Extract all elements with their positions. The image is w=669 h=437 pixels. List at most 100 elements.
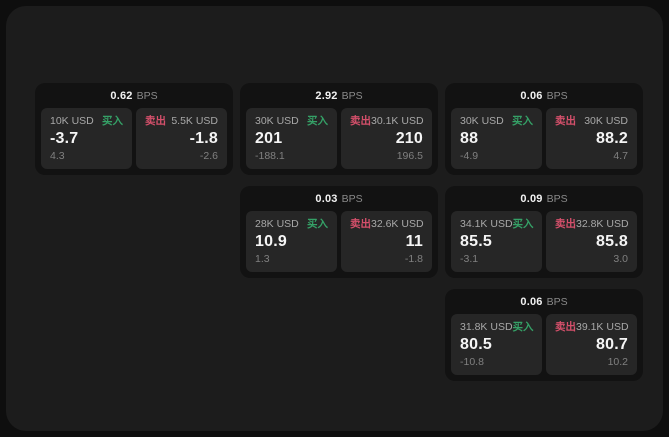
buy-amount: 30K USD bbox=[255, 115, 299, 127]
quote-card: 0.06 BPS 30K USD 买入 88 -4.9 卖出 30K USD 8… bbox=[445, 83, 643, 175]
buy-tile[interactable]: 34.1K USD 买入 85.5 -3.1 bbox=[451, 211, 542, 272]
bps-unit-label: BPS bbox=[546, 296, 568, 308]
sell-side-label: 卖出 bbox=[145, 115, 166, 127]
buy-tile-top: 28K USD 买入 bbox=[255, 218, 328, 230]
buy-amount: 10K USD bbox=[50, 115, 94, 127]
bps-value: 0.62 bbox=[110, 90, 133, 102]
sell-side-label: 卖出 bbox=[555, 321, 576, 333]
quote-card: 0.62 BPS 10K USD 买入 -3.7 4.3 卖出 5.5K USD… bbox=[35, 83, 233, 175]
sell-tile-top: 卖出 39.1K USD bbox=[555, 321, 629, 333]
sell-amount: 5.5K USD bbox=[171, 115, 218, 127]
quote-card: 0.09 BPS 34.1K USD 买入 85.5 -3.1 卖出 32.8K… bbox=[445, 186, 643, 278]
card-header: 0.03 BPS bbox=[246, 190, 432, 211]
sell-change: -1.8 bbox=[404, 253, 423, 266]
cards-grid: 0.62 BPS 10K USD 买入 -3.7 4.3 卖出 5.5K USD… bbox=[35, 83, 643, 381]
buy-tile[interactable]: 31.8K USD 买入 80.5 -10.8 bbox=[451, 314, 542, 375]
buy-change: -188.1 bbox=[255, 150, 285, 163]
sell-tile-top: 卖出 30K USD bbox=[555, 115, 628, 127]
buy-price: 80.5 bbox=[460, 336, 492, 354]
sell-tile-top: 卖出 32.8K USD bbox=[555, 218, 629, 230]
buy-change: 1.3 bbox=[255, 253, 270, 266]
buy-tile-top: 10K USD 买入 bbox=[50, 115, 123, 127]
sell-change: -2.6 bbox=[199, 150, 218, 163]
bps-unit-label: BPS bbox=[341, 193, 363, 205]
sell-price: 88.2 bbox=[596, 130, 628, 148]
sell-side-label: 卖出 bbox=[350, 115, 371, 127]
buy-amount: 31.8K USD bbox=[460, 321, 513, 333]
buy-side-label: 买入 bbox=[512, 218, 534, 230]
sell-tile[interactable]: 卖出 30K USD 88.2 4.7 bbox=[546, 108, 637, 169]
buy-price: 88 bbox=[460, 130, 479, 148]
buy-tile[interactable]: 28K USD 买入 10.9 1.3 bbox=[246, 211, 337, 272]
buy-change: -3.1 bbox=[460, 253, 479, 266]
buy-sell-tiles: 10K USD 买入 -3.7 4.3 卖出 5.5K USD -1.8 -2.… bbox=[41, 108, 227, 169]
sell-price: 210 bbox=[395, 130, 423, 148]
sell-change: 10.2 bbox=[607, 356, 628, 369]
sell-amount: 32.8K USD bbox=[576, 218, 629, 230]
card-header: 0.06 BPS bbox=[451, 293, 637, 314]
buy-amount: 30K USD bbox=[460, 115, 504, 127]
buy-side-label: 买入 bbox=[307, 115, 328, 127]
sell-change: 4.7 bbox=[613, 150, 628, 163]
bps-value: 0.09 bbox=[520, 193, 543, 205]
sell-side-label: 卖出 bbox=[555, 218, 576, 230]
main-panel: 0.62 BPS 10K USD 买入 -3.7 4.3 卖出 5.5K USD… bbox=[6, 6, 663, 431]
buy-amount: 28K USD bbox=[255, 218, 299, 230]
sell-tile-top: 卖出 32.6K USD bbox=[350, 218, 424, 230]
quote-card: 0.06 BPS 31.8K USD 买入 80.5 -10.8 卖出 39.1… bbox=[445, 289, 643, 381]
buy-price: -3.7 bbox=[50, 130, 79, 148]
bps-value: 2.92 bbox=[315, 90, 338, 102]
buy-price: 85.5 bbox=[460, 233, 492, 251]
sell-tile-top: 卖出 30.1K USD bbox=[350, 115, 424, 127]
buy-price: 10.9 bbox=[255, 233, 287, 251]
bps-value: 0.06 bbox=[520, 296, 543, 308]
sell-amount: 30.1K USD bbox=[371, 115, 424, 127]
sell-side-label: 卖出 bbox=[555, 115, 576, 127]
sell-price: 11 bbox=[405, 233, 423, 251]
quote-card: 2.92 BPS 30K USD 买入 201 -188.1 卖出 30.1K … bbox=[240, 83, 438, 175]
bps-value: 0.03 bbox=[315, 193, 338, 205]
sell-price: 85.8 bbox=[596, 233, 628, 251]
card-header: 2.92 BPS bbox=[246, 87, 432, 108]
sell-change: 196.5 bbox=[396, 150, 423, 163]
bps-unit-label: BPS bbox=[546, 193, 568, 205]
bps-unit-label: BPS bbox=[341, 90, 363, 102]
buy-change: -10.8 bbox=[460, 356, 484, 369]
buy-side-label: 买入 bbox=[512, 115, 533, 127]
sell-side-label: 卖出 bbox=[350, 218, 371, 230]
sell-tile[interactable]: 卖出 39.1K USD 80.7 10.2 bbox=[546, 314, 637, 375]
sell-tile[interactable]: 卖出 32.6K USD 11 -1.8 bbox=[341, 211, 432, 272]
sell-amount: 32.6K USD bbox=[371, 218, 424, 230]
buy-tile-top: 30K USD 买入 bbox=[460, 115, 533, 127]
buy-price: 201 bbox=[255, 130, 283, 148]
buy-side-label: 买入 bbox=[102, 115, 123, 127]
buy-tile[interactable]: 30K USD 买入 88 -4.9 bbox=[451, 108, 542, 169]
sell-amount: 39.1K USD bbox=[576, 321, 629, 333]
card-header: 0.62 BPS bbox=[41, 87, 227, 108]
buy-tile-top: 31.8K USD 买入 bbox=[460, 321, 534, 333]
sell-tile[interactable]: 卖出 5.5K USD -1.8 -2.6 bbox=[136, 108, 227, 169]
buy-side-label: 买入 bbox=[512, 321, 534, 333]
buy-change: 4.3 bbox=[50, 150, 65, 163]
bps-unit-label: BPS bbox=[136, 90, 158, 102]
buy-tile[interactable]: 10K USD 买入 -3.7 4.3 bbox=[41, 108, 132, 169]
buy-sell-tiles: 34.1K USD 买入 85.5 -3.1 卖出 32.8K USD 85.8… bbox=[451, 211, 637, 272]
sell-tile-top: 卖出 5.5K USD bbox=[145, 115, 218, 127]
buy-sell-tiles: 28K USD 买入 10.9 1.3 卖出 32.6K USD 11 -1.8 bbox=[246, 211, 432, 272]
card-header: 0.06 BPS bbox=[451, 87, 637, 108]
card-header: 0.09 BPS bbox=[451, 190, 637, 211]
buy-tile[interactable]: 30K USD 买入 201 -188.1 bbox=[246, 108, 337, 169]
buy-tile-top: 30K USD 买入 bbox=[255, 115, 328, 127]
buy-side-label: 买入 bbox=[307, 218, 328, 230]
sell-change: 3.0 bbox=[613, 253, 628, 266]
buy-sell-tiles: 30K USD 买入 201 -188.1 卖出 30.1K USD 210 1… bbox=[246, 108, 432, 169]
sell-price: -1.8 bbox=[189, 130, 218, 148]
sell-tile[interactable]: 卖出 30.1K USD 210 196.5 bbox=[341, 108, 432, 169]
bps-value: 0.06 bbox=[520, 90, 543, 102]
buy-sell-tiles: 31.8K USD 买入 80.5 -10.8 卖出 39.1K USD 80.… bbox=[451, 314, 637, 375]
buy-amount: 34.1K USD bbox=[460, 218, 513, 230]
sell-tile[interactable]: 卖出 32.8K USD 85.8 3.0 bbox=[546, 211, 637, 272]
buy-tile-top: 34.1K USD 买入 bbox=[460, 218, 534, 230]
buy-sell-tiles: 30K USD 买入 88 -4.9 卖出 30K USD 88.2 4.7 bbox=[451, 108, 637, 169]
buy-change: -4.9 bbox=[460, 150, 479, 163]
